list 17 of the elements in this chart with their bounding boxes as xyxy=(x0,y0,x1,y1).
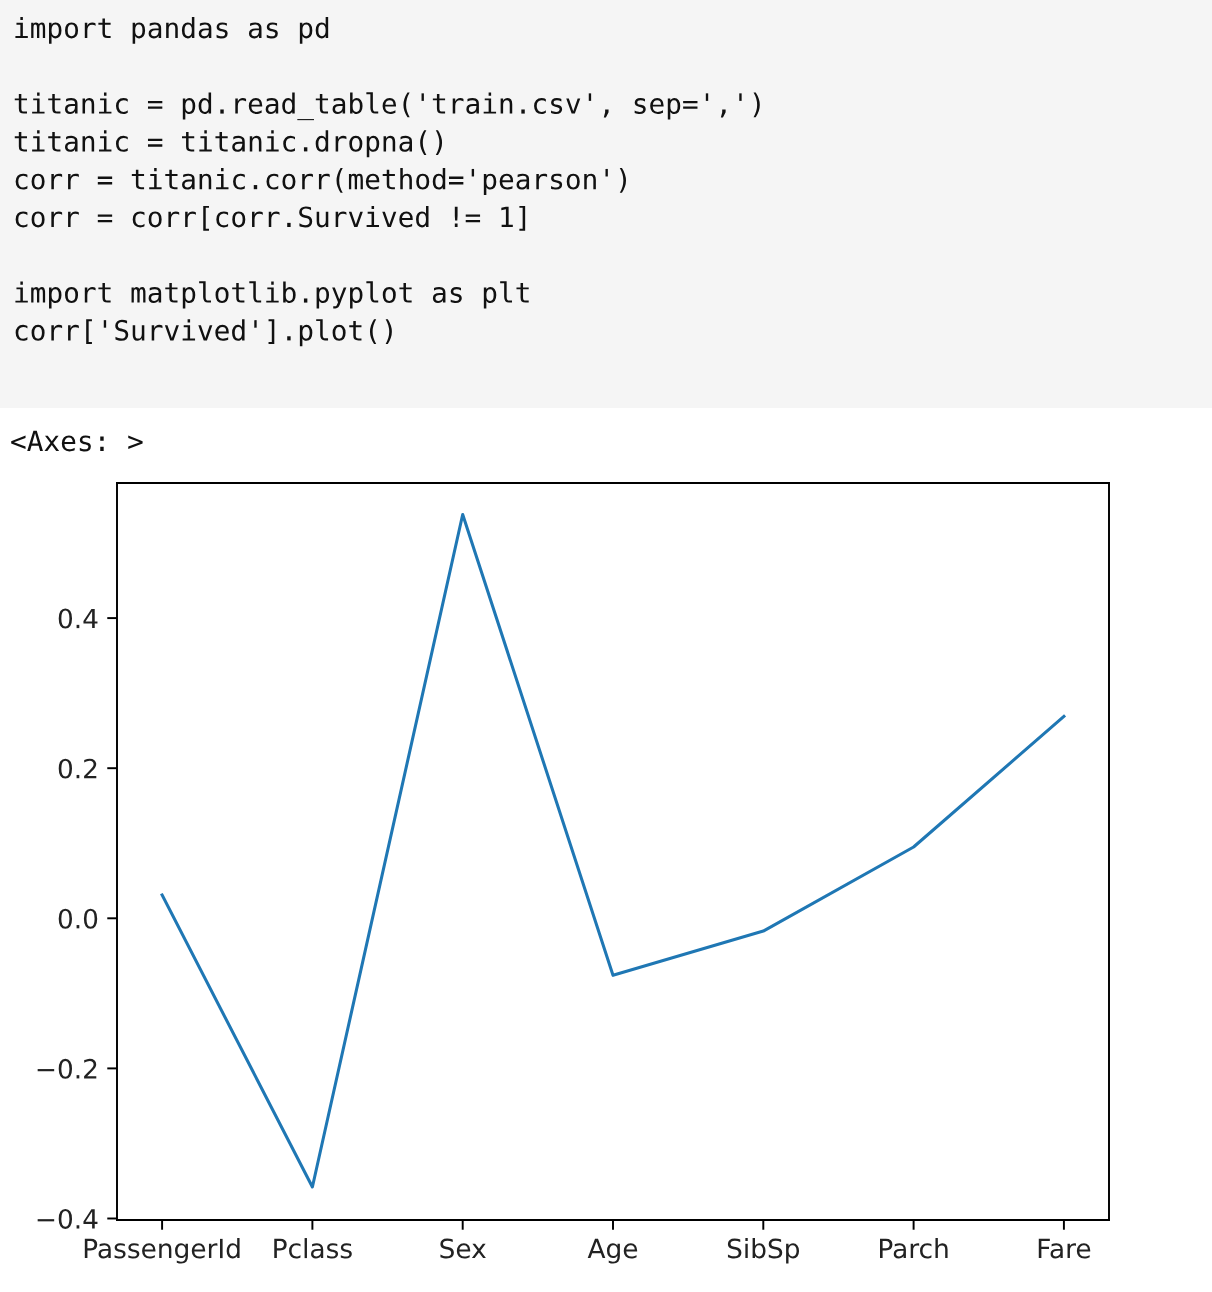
x-tick-label: SibSp xyxy=(727,1238,800,1264)
x-tick-label: PassengerId xyxy=(84,1238,240,1264)
y-tick-label: 0.0 xyxy=(58,908,98,929)
text: import pandas as pd xyxy=(15,16,329,44)
x-tick-label: Parch xyxy=(880,1238,948,1259)
x-tick-label: Sex xyxy=(440,1238,486,1259)
line-series xyxy=(160,512,1066,1189)
y-tick-label: 0.4 xyxy=(58,608,98,629)
y-tick-label: 0.2 xyxy=(58,758,97,779)
text: import matplotlib.pyplot as plt corr['Survived'].plot() xyxy=(15,281,529,347)
x-tick-label: Pclass xyxy=(274,1238,352,1259)
y-tick-label: −0.4 xyxy=(37,1208,98,1229)
y-tick-label: −0.2 xyxy=(37,1058,97,1079)
text: titanic = pd.read_table('train.csv', sep=',') titanic = titanic.dropna() corr = titanic.corr(method='pearson') corr = corr[corr.Survived != 1] xyxy=(14,92,760,231)
x-tick-label: Fare xyxy=(1038,1238,1091,1259)
text: <Axes: > xyxy=(11,430,143,452)
x-tick-label: Age xyxy=(587,1238,638,1264)
